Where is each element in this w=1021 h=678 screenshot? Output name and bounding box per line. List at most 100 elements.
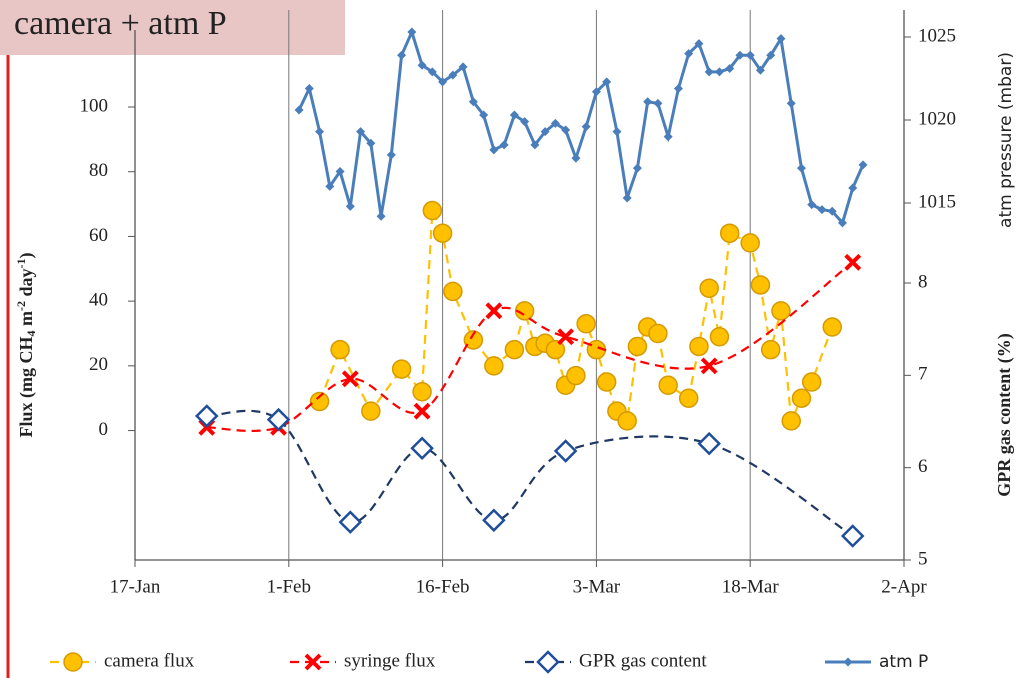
marker	[632, 163, 642, 173]
x-tick-label: 16-Feb	[416, 576, 470, 597]
marker-diamond	[482, 508, 506, 533]
marker	[566, 365, 586, 386]
marker	[315, 127, 325, 137]
y3-tick-label: 1020	[918, 108, 956, 129]
marker	[700, 357, 718, 375]
marker	[304, 83, 314, 93]
marker	[658, 375, 678, 396]
marker	[858, 160, 868, 170]
y2-axis-title: GPR gas content (%)	[994, 333, 1015, 496]
marker	[725, 64, 735, 74]
marker-small-diamond	[745, 50, 755, 60]
marker-circle	[709, 326, 730, 347]
marker	[356, 127, 366, 137]
marker	[704, 67, 714, 77]
marker-x	[557, 328, 575, 346]
y2-tick-label: 5	[918, 548, 928, 569]
marker	[781, 411, 801, 431]
marker	[571, 153, 581, 163]
marker	[386, 150, 396, 160]
marker-small-diamond	[858, 160, 868, 170]
marker-small-diamond	[786, 98, 796, 108]
marker-circle	[443, 281, 463, 302]
marker	[807, 200, 817, 210]
marker	[330, 339, 350, 360]
marker-small-diamond	[796, 163, 806, 173]
y-tick-label: 20	[89, 354, 108, 375]
marker-small-diamond	[335, 166, 345, 176]
marker-small-diamond	[653, 98, 663, 108]
marker	[448, 70, 458, 80]
marker	[391, 359, 412, 379]
marker	[520, 117, 530, 127]
marker	[536, 650, 560, 674]
marker-small-diamond	[817, 205, 827, 215]
marker-small-diamond	[714, 67, 724, 77]
marker	[432, 223, 453, 243]
marker	[622, 193, 632, 203]
marker-circle	[750, 275, 771, 295]
marker	[848, 183, 858, 193]
marker-small-diamond	[489, 145, 499, 155]
marker-small-diamond	[407, 27, 417, 37]
marker-small-diamond	[366, 138, 376, 148]
marker-x	[485, 302, 503, 320]
marker	[63, 652, 83, 672]
marker-circle	[63, 652, 83, 672]
marker-small-diamond	[684, 49, 694, 59]
x-tick-label: 18-Mar	[722, 576, 780, 597]
marker	[822, 317, 842, 337]
marker-x	[700, 357, 718, 375]
marker	[266, 407, 291, 432]
marker-circle	[781, 411, 801, 431]
marker	[407, 27, 417, 37]
marker	[776, 34, 786, 44]
marker	[504, 339, 525, 360]
marker-circle	[463, 330, 484, 350]
marker-diamond	[536, 650, 560, 674]
marker	[760, 339, 781, 360]
marker	[335, 166, 345, 176]
legend-entry: atm P	[825, 652, 928, 672]
marker-small-diamond	[427, 67, 437, 77]
marker-circle	[822, 317, 842, 337]
marker-small-diamond	[837, 218, 847, 228]
marker	[844, 253, 862, 271]
marker-circle	[719, 223, 740, 243]
marker-small-diamond	[550, 118, 560, 128]
marker	[699, 278, 719, 298]
marker	[591, 87, 601, 97]
marker-circle	[689, 336, 709, 357]
marker-small-diamond	[417, 60, 427, 70]
marker	[294, 105, 304, 115]
marker	[596, 372, 617, 392]
marker-small-diamond	[509, 110, 519, 120]
marker-circle	[791, 388, 812, 408]
marker	[545, 339, 566, 360]
marker-circle	[658, 375, 678, 396]
marker-small-diamond	[622, 193, 632, 203]
marker	[791, 388, 812, 408]
marker-circle	[309, 391, 330, 412]
marker-circle	[596, 372, 617, 392]
marker	[499, 140, 509, 150]
marker	[485, 302, 503, 320]
marker-small-diamond	[632, 163, 642, 173]
marker-small-diamond	[827, 206, 837, 216]
marker-diamond	[266, 407, 291, 432]
marker	[325, 181, 335, 191]
legend-entry: GPR gas content	[525, 650, 707, 674]
marker	[376, 211, 386, 221]
marker	[643, 97, 653, 107]
marker	[427, 67, 437, 77]
legend-label: atm P	[879, 652, 928, 672]
marker	[361, 401, 381, 421]
marker	[827, 206, 837, 216]
marker-circle	[760, 339, 781, 360]
marker-small-diamond	[673, 83, 683, 93]
marker-small-diamond	[397, 50, 407, 60]
marker	[709, 326, 730, 347]
marker-small-diamond	[694, 39, 704, 49]
marker	[755, 65, 765, 75]
